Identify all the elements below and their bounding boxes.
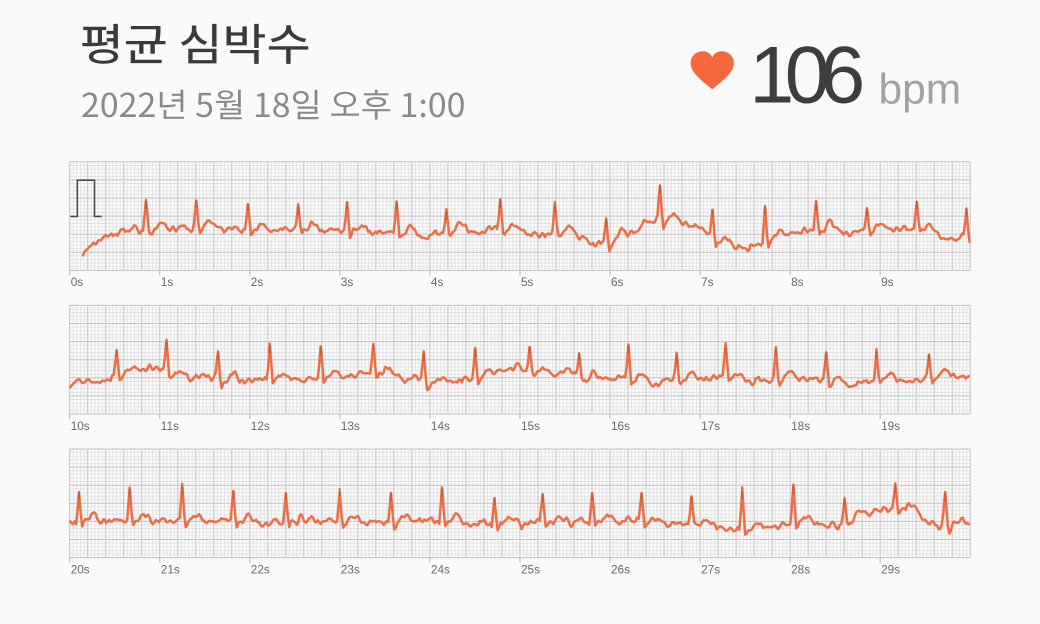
svg-text:7s: 7s	[701, 275, 714, 289]
svg-text:27s: 27s	[701, 562, 720, 576]
svg-text:19s: 19s	[881, 419, 900, 433]
svg-text:24s: 24s	[431, 562, 450, 576]
svg-text:13s: 13s	[341, 419, 360, 433]
svg-text:5s: 5s	[521, 275, 534, 289]
svg-text:6s: 6s	[611, 275, 624, 289]
svg-text:25s: 25s	[521, 562, 540, 576]
svg-text:21s: 21s	[161, 562, 180, 576]
svg-text:17s: 17s	[701, 419, 720, 433]
svg-text:106: 106	[749, 30, 862, 120]
svg-text:bpm: bpm	[879, 67, 962, 114]
svg-text:14s: 14s	[431, 419, 450, 433]
svg-text:29s: 29s	[881, 562, 900, 576]
svg-text:23s: 23s	[341, 562, 360, 576]
svg-text:0s: 0s	[71, 275, 84, 289]
svg-text:20s: 20s	[71, 562, 90, 576]
svg-text:2s: 2s	[251, 275, 264, 289]
svg-text:8s: 8s	[791, 275, 804, 289]
svg-text:28s: 28s	[791, 562, 810, 576]
svg-text:26s: 26s	[611, 562, 630, 576]
svg-text:1s: 1s	[161, 275, 174, 289]
svg-text:9s: 9s	[881, 275, 894, 289]
svg-text:16s: 16s	[611, 419, 630, 433]
svg-text:22s: 22s	[251, 562, 270, 576]
svg-text:12s: 12s	[251, 419, 270, 433]
svg-text:15s: 15s	[521, 419, 540, 433]
svg-text:3s: 3s	[341, 275, 354, 289]
svg-text:10s: 10s	[71, 419, 90, 433]
svg-text:11s: 11s	[161, 419, 179, 433]
svg-text:18s: 18s	[791, 419, 810, 433]
svg-text:4s: 4s	[431, 275, 444, 289]
